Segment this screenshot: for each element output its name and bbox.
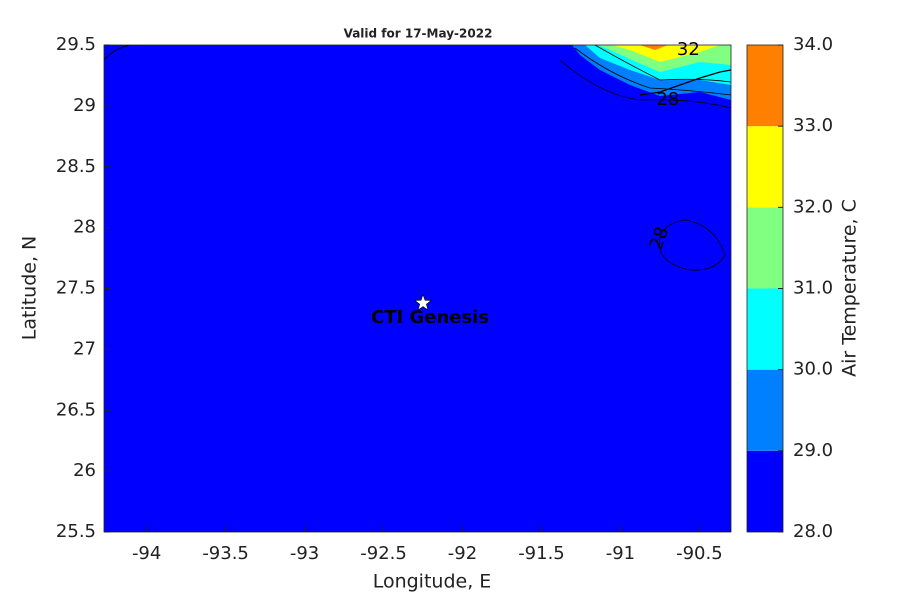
title: Valid for 17-May-2022 [344,27,493,41]
y-tick-label: 27.5 [56,278,96,299]
colorbar-tick-label: 33.0 [793,115,833,136]
colorbar-band [747,369,783,451]
y-tick-label: 29.5 [56,34,96,55]
contour-patch [104,45,731,271]
y-label: Latitude, N [19,236,41,341]
y-tick-label: 26.5 [56,399,96,420]
colorbar-band [747,288,783,370]
colorbar-tick-label: 29.0 [793,440,833,461]
colorbar-band [747,450,783,532]
x-tick-label: -92.5 [360,543,407,564]
colorbar-tick-label: 28.0 [793,521,833,542]
x-tick-label: -94 [132,543,161,564]
colorbar-tick-label: 32.0 [793,196,833,217]
contour-label: 28 [656,89,679,110]
x-tick-label: -90.5 [676,543,723,564]
station-label: CTI Genesis [371,307,489,328]
x-tick-label: -92 [448,543,477,564]
colorbar-band [747,207,783,289]
y-tick-label: 29 [73,95,96,116]
colorbar-tick-label: 31.0 [793,278,833,299]
x-tick-label: -91.5 [518,543,565,564]
colorbar-tick-label: 34.0 [793,34,833,55]
x-tick-label: -91 [606,543,635,564]
contour-label: 32 [677,39,700,60]
colorbar-tick-label: 30.0 [793,359,833,380]
x-tick-label: -93.5 [202,543,249,564]
map-fill [104,45,731,532]
y-tick-label: 27 [73,338,96,359]
station-marker [414,293,432,311]
x-label: Longitude, E [373,571,492,593]
colorbar-label: Air Temperature, C [839,199,861,377]
x-tick-label: -93 [290,543,319,564]
y-tick-label: 26 [73,460,96,481]
y-tick-label: 25.5 [56,521,96,542]
colorbar-box [746,44,784,533]
y-tick-label: 28.5 [56,156,96,177]
colorbar-band [747,45,783,127]
colorbar-band [747,126,783,208]
y-tick-label: 28 [73,217,96,238]
